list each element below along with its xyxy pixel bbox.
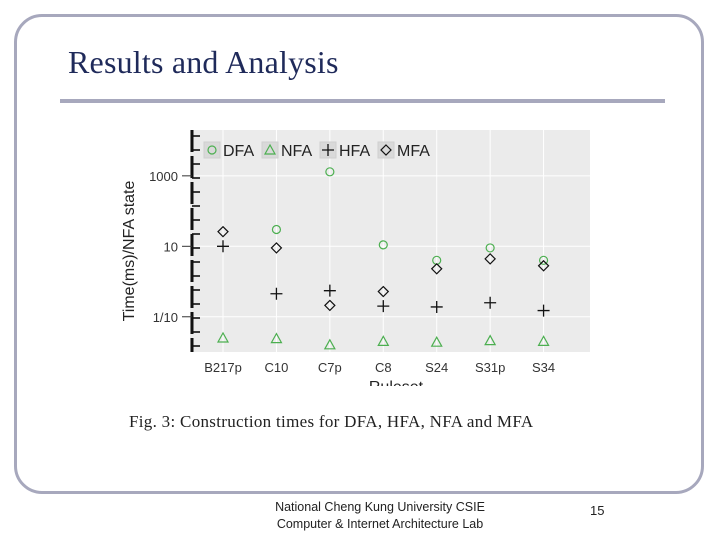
footer-affiliation: National Cheng Kung University CSIE Comp… — [230, 499, 530, 533]
x-tick-label: S34 — [532, 360, 555, 375]
point-hfa — [270, 287, 283, 300]
x-tick-label: B217p — [204, 360, 242, 375]
legend-key-box — [377, 141, 395, 159]
y-tick-label: 10 — [164, 239, 178, 254]
plot-panel — [190, 130, 590, 352]
point-mfa — [484, 253, 496, 265]
point-nfa — [377, 335, 390, 346]
point-hfa — [323, 284, 336, 297]
x-tick-label: S24 — [425, 360, 448, 375]
point-dfa — [485, 243, 495, 253]
point-hfa — [430, 300, 443, 313]
point-nfa — [323, 338, 336, 350]
legend-marker-mfa — [380, 144, 392, 156]
point-hfa — [537, 304, 550, 317]
slide-frame — [14, 14, 704, 494]
point-dfa — [271, 224, 282, 235]
y-tick-label: 1/10 — [153, 310, 178, 325]
x-axis-title: Ruleset — [369, 379, 424, 386]
legend-marker-dfa — [207, 145, 217, 155]
point-hfa — [217, 240, 229, 253]
legend-key-box — [203, 141, 221, 159]
point-dfa — [325, 167, 335, 177]
y-tick-label: 1000 — [149, 169, 178, 184]
page-number: 15 — [590, 503, 605, 518]
point-mfa — [324, 299, 336, 312]
point-mfa — [377, 285, 390, 298]
point-nfa — [484, 334, 497, 346]
point-dfa — [378, 240, 388, 250]
legend-marker-hfa — [322, 144, 334, 156]
point-mfa — [270, 242, 283, 254]
point-hfa — [484, 296, 497, 309]
y-axis-title: Time(ms)/NFA state — [121, 181, 138, 322]
legend-label-dfa: DFA — [223, 143, 254, 160]
title-divider — [60, 99, 665, 103]
footer-line-1: National Cheng Kung University CSIE — [275, 500, 485, 514]
slide-title: Results and Analysis — [68, 44, 339, 80]
x-tick-label: S31p — [475, 360, 505, 375]
x-tick-label: C8 — [375, 360, 392, 375]
point-nfa — [537, 335, 550, 346]
figure-caption: Fig. 3: Construction times for DFA, HFA,… — [129, 412, 534, 431]
point-mfa — [217, 225, 229, 238]
legend-label-hfa: HFA — [339, 143, 370, 160]
point-nfa — [270, 332, 283, 344]
point-mfa — [430, 262, 443, 275]
legend-label-nfa: NFA — [281, 143, 312, 160]
point-hfa — [377, 300, 390, 313]
legend-label-mfa: MFA — [397, 143, 430, 160]
x-tick-label: C10 — [264, 360, 288, 375]
legend-marker-nfa — [263, 143, 277, 155]
point-mfa — [537, 259, 550, 272]
construction-time-chart: 1000 10 1/10 B217p C10 C7p C8 S24 S31p S34 Ruleset… — [121, 130, 590, 386]
x-tick-label: C7p — [318, 360, 342, 375]
point-nfa — [430, 335, 443, 347]
footer-line-2: Computer & Internet Architecture Lab — [276, 517, 484, 531]
point-nfa — [216, 331, 230, 343]
point-dfa — [538, 255, 549, 265]
